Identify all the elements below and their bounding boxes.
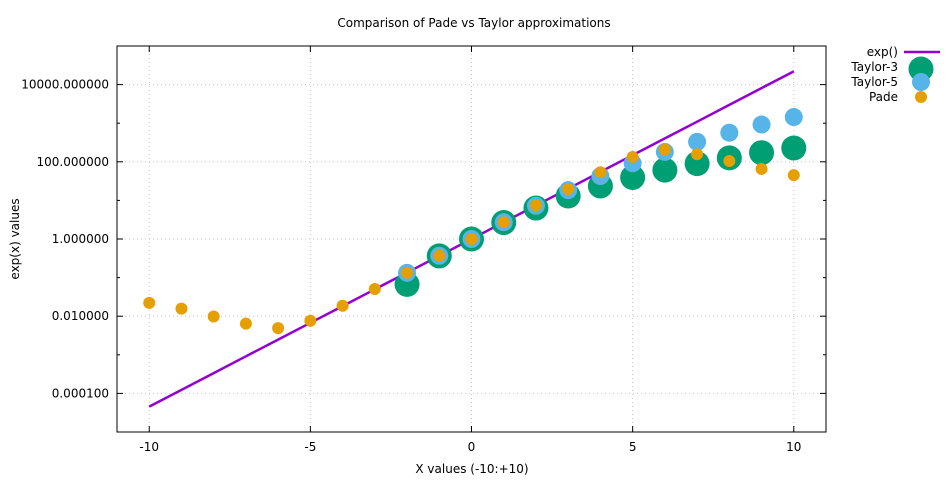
y-tick-label: 10000.000000 bbox=[21, 78, 109, 92]
x-tick-label: -5 bbox=[304, 440, 316, 454]
point-pade bbox=[207, 310, 220, 323]
plot-border bbox=[116, 45, 827, 433]
y-tick-label: 1.000000 bbox=[52, 232, 109, 246]
point-pade bbox=[787, 169, 800, 182]
point-taylor-5 bbox=[752, 115, 771, 134]
y-tick-label: 0.000100 bbox=[52, 386, 109, 400]
point-pade bbox=[272, 322, 285, 335]
point-pade bbox=[755, 162, 768, 175]
point-pade bbox=[304, 314, 317, 327]
point-taylor-5 bbox=[720, 123, 739, 142]
legend-label: Pade bbox=[869, 90, 898, 104]
point-pade bbox=[497, 216, 510, 229]
point-pade bbox=[562, 182, 575, 195]
point-pade bbox=[433, 249, 446, 262]
x-tick-label: -10 bbox=[139, 440, 159, 454]
point-pade bbox=[658, 143, 671, 156]
legend-swatch-marker bbox=[915, 91, 927, 103]
point-pade bbox=[529, 199, 542, 212]
legend-label: Taylor-5 bbox=[850, 75, 898, 89]
legend-label: Taylor-3 bbox=[850, 60, 898, 74]
legend-swatch-marker bbox=[912, 73, 930, 91]
point-pade bbox=[465, 233, 478, 245]
point-pade bbox=[691, 148, 704, 161]
point-taylor-5 bbox=[784, 108, 803, 127]
point-taylor-3 bbox=[652, 157, 678, 183]
point-taylor-3 bbox=[749, 140, 775, 166]
legend-swatch-marker bbox=[908, 56, 934, 82]
chart-title: Comparison of Pade vs Taylor approximati… bbox=[337, 16, 610, 30]
x-axis-label: X values (-10:+10) bbox=[415, 462, 528, 476]
point-taylor-3 bbox=[684, 151, 710, 177]
point-pade bbox=[336, 299, 349, 312]
plot-area bbox=[143, 70, 807, 408]
x-tick-label: 5 bbox=[629, 440, 637, 454]
x-tick-label: 0 bbox=[468, 440, 476, 454]
point-taylor-3 bbox=[781, 135, 807, 161]
point-pade bbox=[175, 302, 188, 315]
point-pade bbox=[239, 317, 252, 330]
y-tick-label: 100.000000 bbox=[36, 155, 109, 169]
point-pade bbox=[723, 154, 736, 167]
legend-label: exp() bbox=[867, 45, 898, 59]
axis-ticks: -10 -5 0 5 10 0.000100 0.010000 1.000000 100.000… bbox=[21, 46, 826, 454]
point-pade bbox=[401, 266, 414, 279]
x-tick-label: 10 bbox=[786, 440, 801, 454]
point-pade bbox=[626, 151, 639, 164]
point-pade bbox=[594, 166, 607, 179]
point-pade bbox=[368, 283, 381, 296]
point-taylor-3 bbox=[620, 164, 646, 190]
y-axis-label: exp(x) values bbox=[8, 198, 22, 279]
point-taylor-5 bbox=[688, 132, 707, 151]
point-pade bbox=[143, 296, 156, 309]
y-tick-label: 0.010000 bbox=[52, 309, 109, 323]
